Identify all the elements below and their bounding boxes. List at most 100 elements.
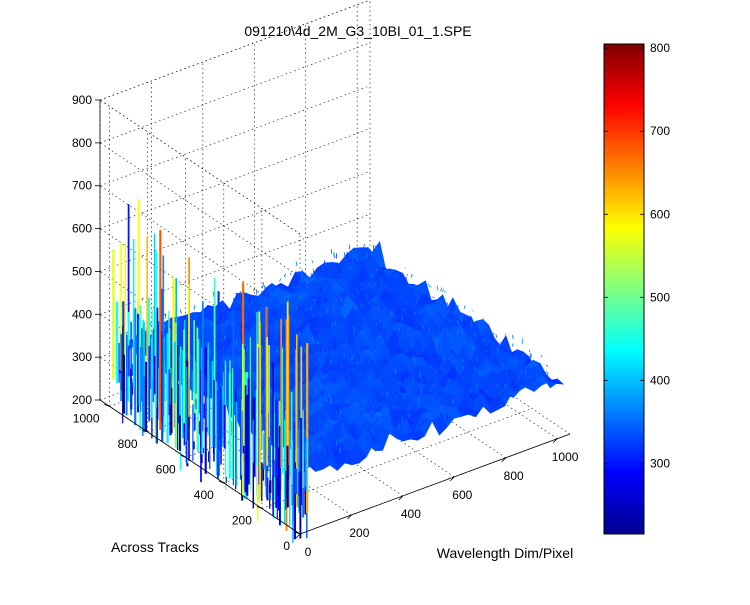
surface-speckle: [300, 333, 301, 335]
surface-speckle: [427, 354, 428, 355]
surface-speckle: [426, 352, 427, 353]
grid-line: [100, 143, 300, 277]
surface-speckle: [508, 347, 509, 348]
surface-speckle: [236, 355, 237, 356]
grid-line: [100, 100, 300, 234]
surface-speckle: [323, 343, 324, 347]
surface-speckle: [338, 300, 339, 301]
surface-speckle: [372, 304, 373, 307]
surface-speckle: [195, 319, 196, 325]
x-tick-label: 800: [504, 469, 524, 483]
x-tick-mark: [296, 534, 300, 538]
surface-speckle: [375, 377, 376, 378]
colorbar-tick-label: 700: [650, 124, 670, 138]
surface-speckle: [413, 377, 414, 380]
surface-speckle: [199, 316, 200, 318]
y-tick-label: 600: [156, 462, 176, 476]
grid-line: [100, 86, 370, 186]
surface-speckle: [337, 283, 338, 288]
z-tick-label: 900: [72, 93, 92, 107]
surface-speckle: [464, 340, 465, 344]
colorbar-tick-label: 300: [650, 456, 670, 470]
surface-speckle: [529, 350, 530, 352]
surface-speckle: [346, 278, 347, 279]
surface-speckle: [267, 290, 268, 291]
surface-speckle: [317, 454, 318, 455]
z-tick-label: 200: [72, 393, 92, 407]
surface-speckle: [347, 457, 348, 460]
grid-line: [100, 171, 370, 271]
surface-speckle: [344, 252, 345, 256]
surface-speckle: [513, 397, 514, 398]
surface-speckle: [250, 312, 251, 314]
surface-speckle: [280, 278, 281, 281]
surface-speckle: [545, 371, 546, 373]
surface-speckle: [195, 340, 196, 345]
surface-speckle: [180, 309, 181, 313]
surface-speckle: [321, 338, 322, 341]
surface-speckle: [412, 331, 413, 332]
x-tick-label: 1000: [552, 450, 579, 464]
surface-speckle: [439, 337, 440, 338]
surface-speckle: [378, 305, 379, 306]
x-tick-label: 200: [349, 526, 369, 540]
surface-speckle: [296, 261, 297, 266]
z-tick-label: 600: [72, 222, 92, 236]
surface-speckle: [335, 407, 336, 411]
surface-speckle: [375, 351, 376, 352]
surface-speckle: [547, 365, 548, 367]
surface-speckle: [413, 357, 414, 358]
surface-speckle: [531, 355, 532, 359]
surface-speckle: [337, 365, 338, 366]
surface-speckle: [378, 394, 379, 396]
z-tick-label: 500: [72, 264, 92, 278]
surface-speckle: [542, 370, 543, 371]
surface-speckle: [393, 429, 394, 430]
grid-line: [100, 0, 370, 100]
surface-speckle: [306, 332, 307, 333]
surface-speckle: [263, 318, 264, 319]
surface-speckle: [293, 296, 294, 297]
surface-speckle: [423, 348, 424, 352]
surface-speckle: [380, 442, 381, 443]
surface-speckle: [284, 274, 285, 277]
surface-speckle: [254, 289, 255, 291]
surface-speckle: [373, 245, 374, 251]
x-tick-label: 600: [452, 488, 472, 502]
surface-speckle: [365, 325, 366, 327]
surface-speckle: [228, 348, 229, 349]
surface-speckle: [445, 369, 446, 374]
z-tick-label: 300: [72, 350, 92, 364]
surface-speckle: [541, 355, 542, 357]
x-tick-label: 0: [305, 545, 312, 559]
surface-speckle: [305, 309, 306, 311]
grid-line: [100, 0, 370, 100]
colorbar-gradient: [604, 44, 644, 534]
surface-speckle: [513, 335, 514, 339]
surface-speckle: [349, 269, 350, 270]
surface-speckle: [324, 451, 325, 455]
surface-speckle: [350, 441, 351, 442]
surface-speckle: [326, 296, 327, 297]
chart-title: 091210\4d_2M_G3_10BI_01_1.SPE: [244, 23, 471, 39]
surface-speckle: [262, 283, 263, 289]
surface-speckle: [386, 284, 387, 285]
surface-speckle: [366, 293, 367, 297]
surface-speckle: [496, 334, 497, 337]
surface-speckle: [532, 389, 533, 391]
surface-speckle: [347, 405, 348, 406]
surface-speckle: [472, 345, 473, 351]
colorbar-tick-label: 800: [650, 41, 670, 55]
surface-speckle: [434, 354, 435, 358]
surface-speckle: [271, 334, 272, 335]
surface-speckle: [360, 287, 361, 288]
surface-speckle: [382, 410, 383, 411]
surface-speckle: [357, 289, 358, 295]
surface-speckle: [323, 386, 324, 388]
surface-speckle: [399, 326, 400, 327]
surface-speckle: [411, 274, 412, 277]
surface-speckle: [247, 294, 248, 299]
surface-speckle: [318, 270, 319, 273]
surface-speckle: [416, 300, 417, 304]
y-tick-label: 1000: [73, 411, 100, 425]
